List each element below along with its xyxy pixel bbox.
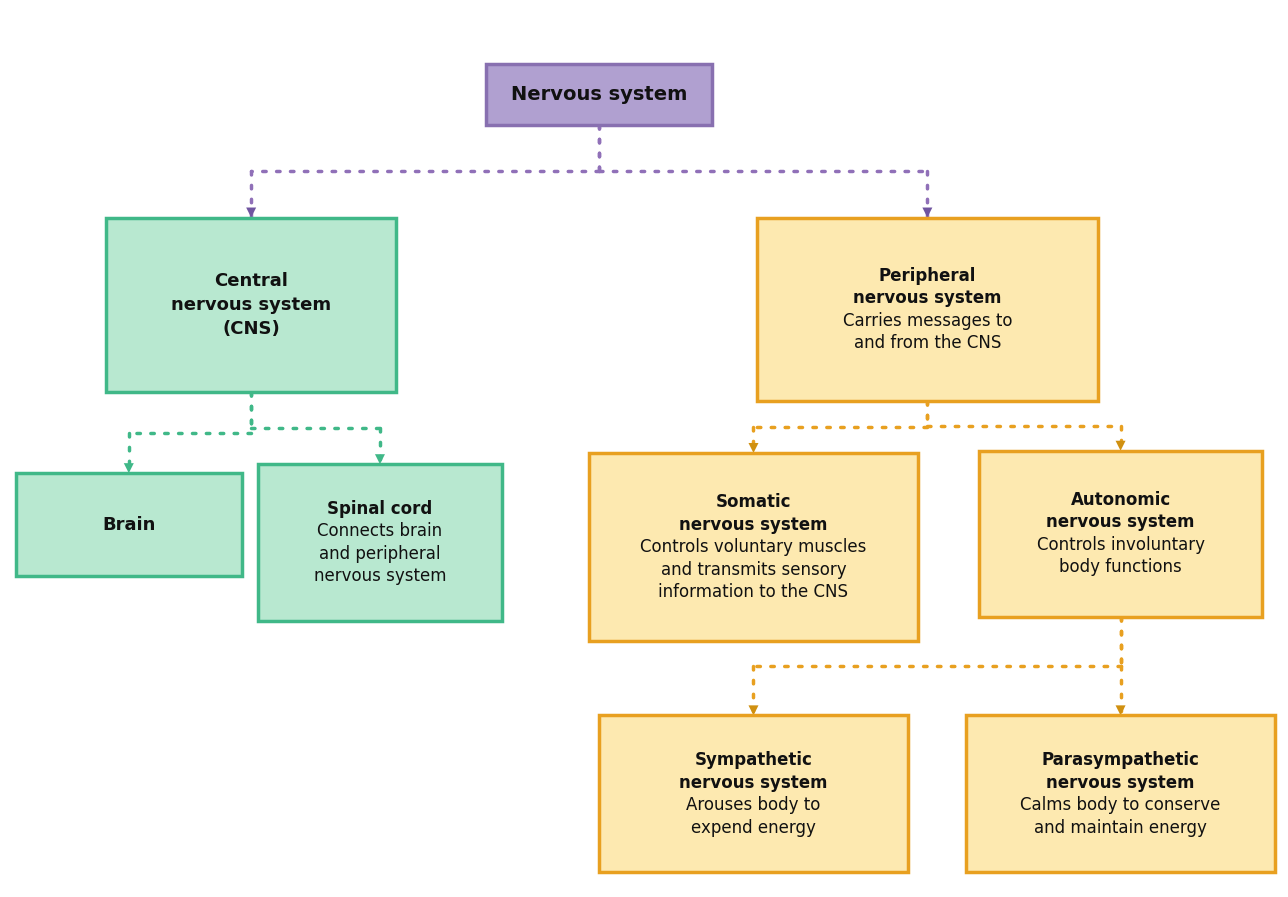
Text: Nervous system: Nervous system: [511, 84, 687, 104]
Text: Peripheral: Peripheral: [878, 266, 976, 284]
Text: (CNS): (CNS): [223, 320, 279, 338]
Text: and transmits sensory: and transmits sensory: [661, 561, 846, 579]
Text: nervous system: nervous system: [853, 289, 1002, 307]
FancyBboxPatch shape: [106, 217, 397, 393]
Text: Arouses body to: Arouses body to: [687, 797, 820, 814]
Text: Carries messages to: Carries messages to: [842, 312, 1012, 330]
Text: Controls involuntary: Controls involuntary: [1037, 536, 1204, 554]
Text: nervous system: nervous system: [171, 296, 331, 314]
FancyBboxPatch shape: [258, 465, 502, 621]
Text: nervous system: nervous system: [679, 516, 828, 534]
FancyBboxPatch shape: [589, 453, 917, 641]
Text: body functions: body functions: [1059, 559, 1182, 577]
Text: nervous system: nervous system: [1046, 513, 1195, 531]
Text: nervous system: nervous system: [314, 568, 446, 586]
Text: expend energy: expend energy: [692, 819, 815, 837]
Text: and peripheral: and peripheral: [319, 545, 440, 563]
Text: Controls voluntary muscles: Controls voluntary muscles: [640, 538, 867, 556]
FancyBboxPatch shape: [756, 218, 1097, 402]
Text: and from the CNS: and from the CNS: [854, 335, 1001, 353]
FancyBboxPatch shape: [487, 64, 711, 125]
Text: Brain: Brain: [102, 516, 156, 534]
Text: Spinal cord: Spinal cord: [327, 500, 433, 518]
Text: Central: Central: [214, 272, 289, 290]
FancyBboxPatch shape: [17, 474, 242, 577]
Text: nervous system: nervous system: [679, 773, 828, 791]
FancyBboxPatch shape: [966, 716, 1275, 872]
Text: nervous system: nervous system: [1046, 773, 1195, 791]
FancyBboxPatch shape: [979, 451, 1262, 617]
Text: Connects brain: Connects brain: [317, 522, 443, 540]
Text: Parasympathetic: Parasympathetic: [1042, 751, 1199, 769]
Text: information to the CNS: information to the CNS: [658, 583, 849, 601]
FancyBboxPatch shape: [599, 716, 908, 872]
Text: Autonomic: Autonomic: [1070, 491, 1171, 509]
Text: Calms body to conserve: Calms body to conserve: [1020, 797, 1221, 814]
Text: Somatic: Somatic: [716, 493, 791, 511]
Text: Sympathetic: Sympathetic: [694, 751, 813, 769]
Text: and maintain energy: and maintain energy: [1034, 819, 1207, 837]
